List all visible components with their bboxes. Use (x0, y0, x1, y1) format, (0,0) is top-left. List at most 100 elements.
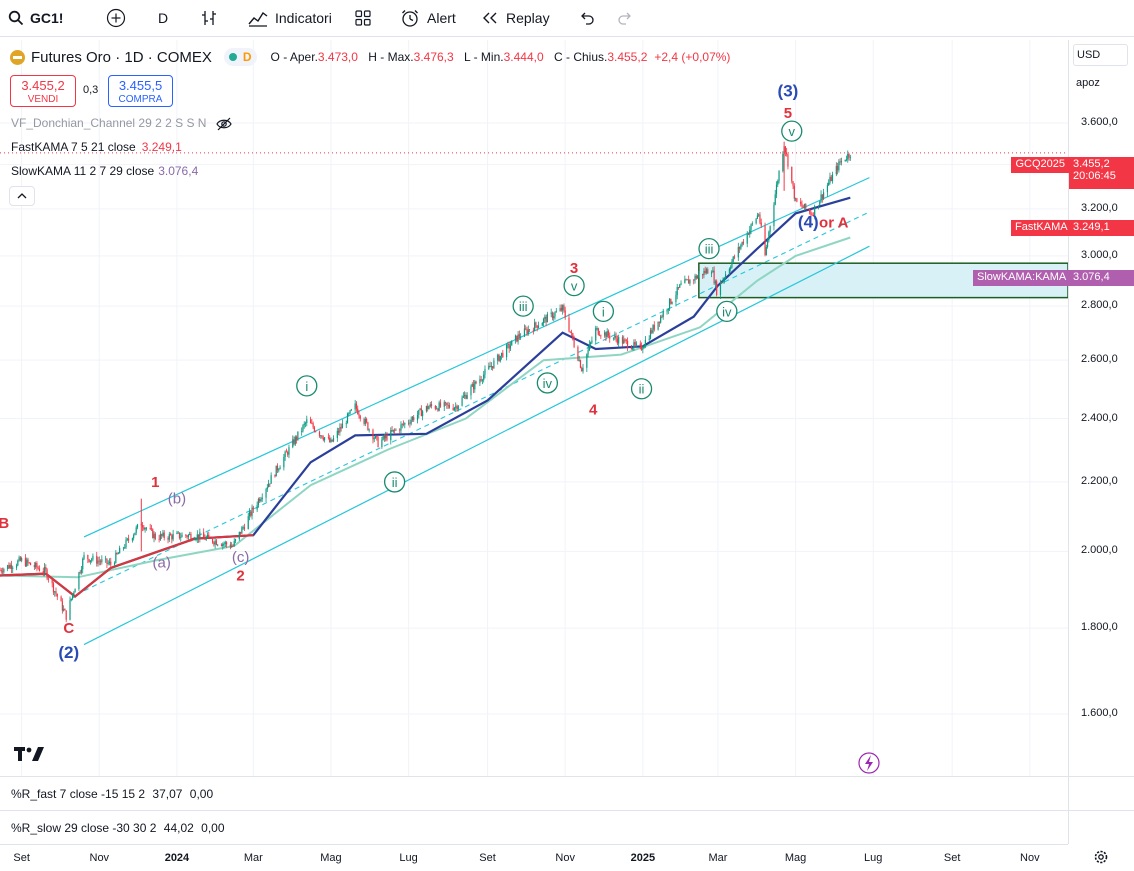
candle-body (404, 423, 406, 425)
candle-body (168, 534, 170, 540)
sell-button[interactable]: 3.455,2 VENDI (10, 75, 76, 107)
candle-body (474, 381, 476, 390)
time-tick-label: Nov (555, 852, 575, 864)
interval-button[interactable]: D (158, 0, 168, 37)
candle-body (18, 557, 20, 561)
candle-body (453, 407, 456, 410)
wave-label: B (0, 515, 9, 532)
market-status-badge[interactable]: D (223, 48, 257, 66)
candle-body (171, 535, 173, 540)
candle-body (176, 532, 178, 534)
wave-label: 1 (151, 474, 159, 491)
candle-body (61, 601, 63, 611)
candle-body (24, 558, 27, 566)
ohlc-values: O - Aper.3.473,0 H - Max.3.476,3 L - Min… (271, 50, 738, 64)
redo-button[interactable] (616, 0, 634, 37)
market-open-dot-icon (228, 53, 237, 61)
candle-body (106, 558, 108, 564)
candle-body (653, 324, 655, 330)
slow-kama-legend[interactable]: SlowKAMA 11 2 7 29 close 3.076,4 (11, 164, 198, 178)
candle-body (775, 184, 778, 195)
candle-body (124, 547, 126, 549)
candle-body (502, 352, 504, 358)
candle-body (514, 335, 517, 341)
candle-body (712, 270, 714, 273)
candle-body (466, 395, 468, 399)
eye-hidden-icon[interactable] (216, 117, 232, 131)
time-tick-label: Mag (320, 852, 342, 864)
symbol-search-button[interactable]: GC1! (8, 0, 63, 37)
candle-body (439, 402, 442, 407)
candle-body (766, 240, 769, 247)
candle-body (845, 159, 848, 161)
chart-type-button[interactable] (200, 0, 218, 37)
slow-kama-scale-name: SlowKAMA:KAMA (973, 270, 1069, 286)
candle-body (535, 322, 537, 326)
candle-body (787, 154, 789, 167)
candle-body (500, 352, 503, 356)
candle-body (455, 406, 457, 408)
candle-body (1, 571, 4, 573)
candle-body (765, 246, 767, 256)
gear-icon (1094, 850, 1108, 864)
axis-settings-button[interactable] (1093, 849, 1109, 870)
compare-symbol-button[interactable] (106, 0, 126, 37)
candle-body (738, 247, 741, 249)
candle-body (633, 342, 635, 349)
time-axis[interactable]: Set Nov 2024 Mar Mag Lug Set Nov 2025 Mar Mag Lug Se… (0, 844, 1068, 871)
candle-body (632, 348, 634, 350)
candle-body (750, 224, 752, 230)
wave-label: (c) (232, 549, 250, 566)
replay-button[interactable]: Replay (481, 0, 550, 37)
open-value: 3.473,0 (317, 50, 358, 64)
candle-body (55, 591, 57, 594)
candle-body (751, 223, 753, 225)
candle-body (649, 330, 652, 339)
scale-mode-label[interactable]: apoz (1076, 77, 1100, 89)
candle-body (430, 404, 433, 407)
candle-body (526, 329, 528, 334)
candle-body (434, 406, 436, 409)
layout-button[interactable] (354, 0, 372, 37)
candle-body (693, 279, 695, 281)
candle-body (51, 579, 53, 584)
r-fast-pane[interactable]: %R_fast 7 close -15 15 2 37,07 0,00 (0, 776, 1068, 810)
candle-body (392, 429, 394, 432)
candle-body (508, 344, 510, 349)
candle-body (338, 430, 340, 433)
wave-label-circle (592, 300, 615, 323)
candle-body (366, 419, 368, 423)
fast-kama-legend[interactable]: FastKAMA 7 5 21 close 3.249,1 (11, 140, 182, 154)
alert-button[interactable]: Alert (400, 0, 456, 37)
candle-body (288, 447, 290, 455)
candle-body (318, 431, 321, 436)
price-chart[interactable]: BC(2)1(b)(a) (c)2iiiiiiivv34iiiiiiivv5(3)… (0, 40, 1068, 776)
candle-body (7, 565, 9, 569)
symbol-title[interactable]: Futures Oro · 1D · COMEX (31, 48, 212, 66)
slow-kama-label: SlowKAMA 11 2 7 29 close (11, 164, 155, 178)
candle-body (88, 559, 90, 562)
replay-label: Replay (506, 10, 550, 26)
price-scale[interactable]: USD apoz 3.600,0 3.200,0 3.000,0 2.800,0 2.6… (973, 40, 1134, 776)
currency-selector[interactable]: USD (1073, 44, 1128, 66)
lightning-icon (865, 755, 873, 771)
candle-body (810, 211, 812, 215)
candle-body (800, 201, 802, 204)
candle-body (47, 578, 49, 580)
buy-button[interactable]: 3.455,5 COMPRA (108, 75, 173, 107)
collapse-legend-button[interactable] (9, 186, 35, 206)
indicators-button[interactable]: Indicatori (248, 0, 332, 37)
candle-body (420, 408, 422, 417)
r-slow-pane[interactable]: %R_slow 29 close -30 30 2 44,02 0,00 (0, 810, 1068, 844)
candle-body (241, 527, 243, 534)
grid (0, 40, 1068, 776)
candle-body (658, 321, 660, 323)
candle-body (475, 381, 477, 384)
candle-body (731, 261, 733, 268)
candle-body (626, 340, 629, 348)
candle-body (284, 451, 286, 458)
donchian-legend[interactable]: VF_Donchian_Channel 29 2 2 S S N (11, 116, 232, 131)
wave-label: (3) (778, 81, 799, 100)
undo-button[interactable] (578, 0, 596, 37)
candle-body (749, 229, 751, 235)
